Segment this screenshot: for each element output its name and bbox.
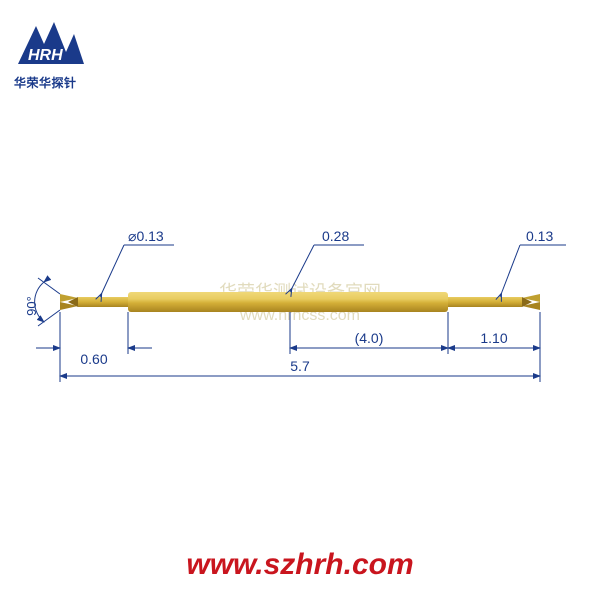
dim-tip-dia-right: 0.13 [500,228,566,297]
pin-left-tip [60,294,78,310]
svg-text:0.28: 0.28 [322,228,349,244]
svg-text:5.7: 5.7 [290,358,310,374]
diagram-stage: HRH 华荣华探针 [0,0,600,600]
company-name: 华荣华探针 [14,74,77,91]
svg-text:90°: 90° [24,296,39,316]
dim-angle-90: 90° [24,278,60,326]
svg-text:1.10: 1.10 [480,330,507,346]
dim-tip-dia-left: ⌀0.13 [100,228,174,297]
pin-right-shaft [448,297,522,307]
pin-right-tip [522,294,540,310]
pin-body [128,292,448,312]
svg-text:(4.0): (4.0) [355,330,384,346]
dim-total-len: 5.7 [60,358,540,376]
dim-left-len: 0.60 [36,348,152,367]
svg-text:0.13: 0.13 [526,228,553,244]
company-logo: HRH [14,14,86,72]
svg-text:0.60: 0.60 [80,351,107,367]
dim-right-len: 1.10 [448,330,540,348]
svg-text:⌀0.13: ⌀0.13 [128,228,164,244]
dim-mid-len: (4.0) [290,330,448,348]
pin-drawing: 华荣华测试设备官网 www.hrhcss.com ⌀0.13 [0,150,600,450]
footer-url: www.szhrh.com [186,548,413,582]
pin-left-shaft [78,297,128,307]
svg-text:HRH: HRH [28,47,63,64]
